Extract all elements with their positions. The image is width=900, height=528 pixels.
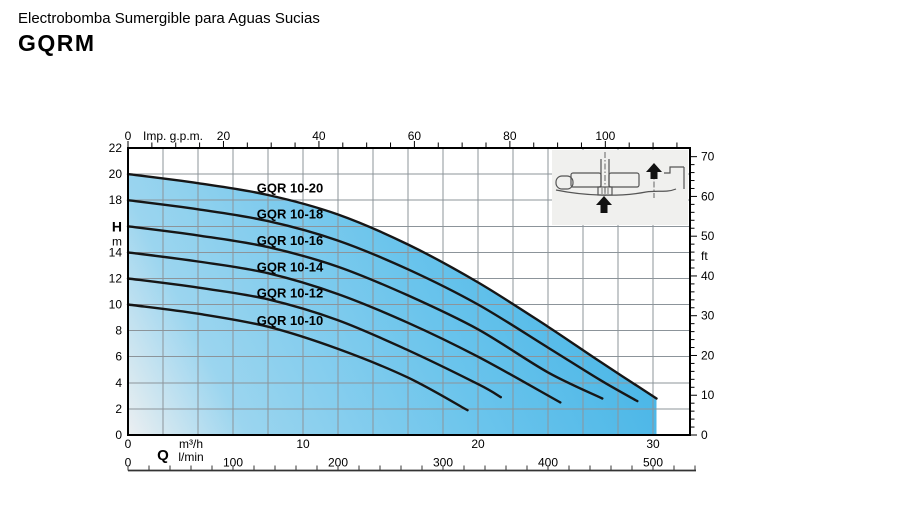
- gpm-tick-label: 100: [595, 129, 615, 143]
- meter-tick-label: 4: [115, 376, 122, 390]
- m3h-tick-label: 0: [125, 437, 132, 451]
- meter-tick-label: 6: [115, 350, 122, 364]
- header: Electrobomba Sumergible para Aguas Sucia…: [18, 10, 320, 57]
- inflow-arrow-icon: [596, 196, 612, 213]
- axis-right-feet: 70 60 50 40 30 20 10 0 ft: [690, 150, 715, 442]
- curve-label-gqr-10-10: GQR 10-10: [257, 313, 323, 328]
- lmin-tick-label: 400: [538, 456, 558, 470]
- feet-tick-label: 20: [701, 348, 715, 362]
- grid: [128, 148, 690, 435]
- gpm-tick-label: 20: [217, 129, 231, 143]
- lmin-tick-label: 200: [328, 456, 348, 470]
- meter-tick-label: 0: [115, 428, 122, 442]
- curve-label-gqr-10-12: GQR 10-12: [257, 285, 323, 300]
- feet-tick-label: 40: [701, 269, 715, 283]
- curve-label-gqr-10-16: GQR 10-16: [257, 233, 323, 248]
- axis-bottom-flow: 0 10 20 30 m³/h Q l/min 0 100 200 300 400 500: [125, 437, 696, 472]
- gpm-tick-label: 80: [503, 129, 517, 143]
- curve-label-gqr-10-18: GQR 10-18: [257, 207, 323, 222]
- gpm-tick-label: 60: [408, 129, 422, 143]
- meter-tick-label: 10: [109, 298, 123, 312]
- outflow-arrow-icon: [646, 163, 662, 179]
- curve-gqr-10-18: [126, 199, 639, 403]
- feet-tick-label: 70: [701, 150, 715, 164]
- product-model: GQRM: [18, 30, 96, 56]
- flow-axis-symbol: Q: [157, 447, 169, 464]
- lmin-tick-label: 0: [125, 456, 132, 470]
- lmin-tick-label: 100: [223, 456, 243, 470]
- meter-tick-label: 14: [109, 245, 123, 259]
- gpm-tick-label: 0: [125, 129, 132, 143]
- feet-tick-label: 50: [701, 229, 715, 243]
- m3h-tick-label: 20: [471, 437, 485, 451]
- pump-schematic: [555, 159, 685, 196]
- curve-gqr-10-20: [126, 172, 658, 400]
- meter-tick-label: 18: [109, 193, 123, 207]
- feet-tick-label: 30: [701, 309, 715, 323]
- curve-label-gqr-10-20: GQR 10-20: [257, 181, 323, 196]
- gpm-axis-title: Imp. g.p.m.: [143, 129, 203, 143]
- feet-tick-label: 0: [701, 428, 708, 442]
- meter-tick-label: 8: [115, 324, 122, 338]
- axis-top-gpm: 0 20 40 60 80 100 Imp. g.p.m.: [125, 129, 678, 148]
- curve-gqr-10-10: [126, 303, 469, 412]
- inset-diagram: [552, 150, 688, 225]
- m3h-tick-label: 10: [296, 437, 310, 451]
- product-subtitle: Electrobomba Sumergible para Aguas Sucia…: [18, 10, 320, 27]
- curve-gqr-10-14: [126, 251, 562, 404]
- meter-tick-label: 12: [109, 271, 123, 285]
- feet-tick-label: 60: [701, 189, 715, 203]
- head-axis-unit: m: [112, 234, 122, 248]
- meter-tick-label: 20: [109, 167, 123, 181]
- flow-unit-m3h: m³/h: [179, 437, 203, 451]
- gpm-tick-label: 40: [312, 129, 326, 143]
- m3h-tick-label: 30: [646, 437, 660, 451]
- lmin-tick-bar: [127, 465, 696, 472]
- head-axis-symbol: H: [112, 218, 122, 234]
- feet-axis-unit: ft: [701, 249, 708, 263]
- flow-unit-lmin: l/min: [178, 450, 203, 464]
- lmin-tick-label: 500: [643, 456, 663, 470]
- feet-tick-label: 10: [701, 388, 715, 402]
- lmin-tick-label: 300: [433, 456, 453, 470]
- curve-gqr-10-16: [126, 225, 604, 400]
- meter-tick-label: 22: [109, 141, 123, 155]
- meter-tick-label: 2: [115, 402, 122, 416]
- curve-gqr-10-12: [126, 277, 502, 399]
- curve-label-gqr-10-14: GQR 10-14: [257, 259, 324, 274]
